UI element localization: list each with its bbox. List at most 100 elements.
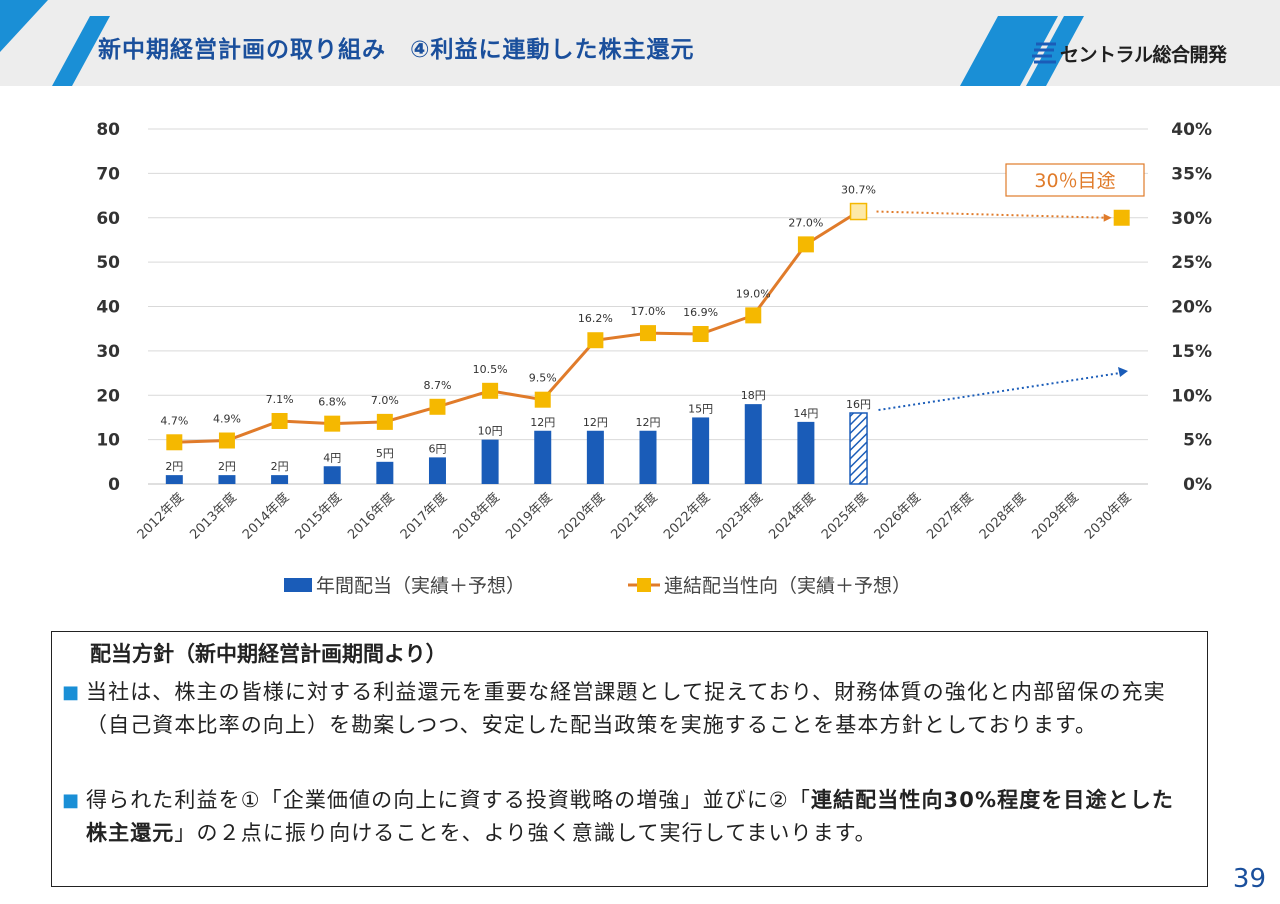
bar-value-label: 2円 <box>165 460 183 473</box>
x-tick-label: 2016年度 <box>345 490 398 543</box>
bar-value-label: 18円 <box>741 389 766 402</box>
payout-ratio-marker <box>324 415 341 432</box>
chart-labels: 2円 2円 2円 4円 5円 6円 10円 12円 12円 12円 15円 18円 14円 16円 4.7%… <box>160 163 1145 473</box>
chart-legend: 年間配当（実績＋予想） 連結配当性向（実績＋予想） <box>284 575 911 597</box>
payout-ratio-marker <box>587 332 604 349</box>
line-value-label: 16.9% <box>683 306 718 319</box>
bar-value-label: 12円 <box>530 416 555 429</box>
line-value-label: 7.1% <box>266 393 294 406</box>
x-tick-label: 2013年度 <box>187 490 240 543</box>
legend-line-marker <box>637 578 651 592</box>
x-tick-label: 2026年度 <box>871 490 924 543</box>
x-tick-label: 2012年度 <box>134 490 187 543</box>
header-bar: 新中期経営計画の取り組み ④利益に連動した株主還元 セントラル総合開発 <box>0 0 1280 86</box>
dividend-bar <box>797 421 815 484</box>
y-right-tick-label: 40% <box>1171 120 1212 140</box>
y-left-tick-label: 80 <box>96 120 120 140</box>
logo-text: セントラル総合開発 <box>1060 44 1227 66</box>
policy-bullet-2-text: 得られた利益を①「企業価値の向上に資する投資戦略の増強」並びに②「連結配当性向3… <box>62 784 1190 850</box>
line-value-label: 10.5% <box>473 363 508 376</box>
x-tick-label: 2024年度 <box>766 490 819 543</box>
policy-bullet-2-bold: 連結配当性向30%程度を目途とした株主還元 <box>86 788 1174 845</box>
x-tick-label: 2019年度 <box>502 490 555 543</box>
arrow-head-icon <box>1103 213 1112 222</box>
x-tick-label: 2028年度 <box>976 490 1029 543</box>
y-left-tick-label: 40 <box>96 298 120 318</box>
line-value-label: 7.0% <box>371 394 399 407</box>
legend-bar-label: 年間配当（実績＋予想） <box>316 575 525 597</box>
y-left-tick-label: 20 <box>96 386 120 406</box>
x-tick-label: 2022年度 <box>660 490 713 543</box>
x-tick-label: 2014年度 <box>239 490 292 543</box>
dividend-bar <box>849 412 868 485</box>
payout-ratio-line <box>166 202 1130 451</box>
bar-value-label: 10円 <box>478 425 503 438</box>
payout-ratio-marker <box>534 391 551 408</box>
dividend-bar <box>481 439 499 484</box>
payout-ratio-marker <box>218 432 235 449</box>
y-right-tick-label: 20% <box>1171 298 1212 318</box>
bar-value-label: 5円 <box>376 447 394 460</box>
chart-grid <box>148 128 1148 485</box>
line-value-label: 19.0% <box>736 287 771 300</box>
dividend-bar <box>165 475 183 484</box>
y-left-tick-label: 10 <box>96 431 120 451</box>
y-right-tick-label: 15% <box>1171 342 1212 362</box>
payout-ratio-marker <box>166 434 183 451</box>
bar-value-label: 2円 <box>271 460 289 473</box>
payout-ratio-marker <box>640 325 656 342</box>
payout-ratio-marker <box>429 398 446 415</box>
line-value-label: 30.7% <box>841 184 876 197</box>
bar-value-label: 14円 <box>793 407 818 420</box>
dividend-bar <box>428 457 446 484</box>
bullet-square-icon: ■ <box>62 790 80 811</box>
y-left-tick-label: 70 <box>96 164 120 184</box>
dividend-bar <box>692 417 710 484</box>
x-tick-label: 2021年度 <box>608 490 661 543</box>
payout-ratio-marker <box>1113 209 1130 226</box>
logo-mark-icon <box>1032 42 1056 64</box>
legend-line-label: 連結配当性向（実績＋予想） <box>664 575 911 597</box>
y-left-tick-label: 0 <box>108 475 120 495</box>
line-value-label: 4.7% <box>160 414 188 427</box>
arrow-head-icon <box>1118 367 1128 377</box>
line-value-label: 16.2% <box>578 312 613 325</box>
dividend-bars <box>165 367 1128 485</box>
x-tick-label: 2020年度 <box>555 490 608 543</box>
y-right-tick-label: 30% <box>1171 209 1212 229</box>
y-right-tick-label: 25% <box>1171 253 1212 273</box>
line-value-label: 9.5% <box>529 372 557 385</box>
line-value-label: 8.7% <box>423 379 451 392</box>
policy-bullet-1: ■ 当社は、株主の皆様に対する利益還元を重要な経営課題として捉えており、財務体質… <box>62 676 1190 742</box>
x-tick-label: 2018年度 <box>450 490 503 543</box>
bar-value-label: 4円 <box>323 451 341 464</box>
line-value-label: 4.9% <box>213 413 241 426</box>
bar-value-label: 12円 <box>583 416 608 429</box>
y-right-tick-label: 0% <box>1183 475 1212 495</box>
y-left-tick-label: 50 <box>96 253 120 273</box>
x-tick-label: 2023年度 <box>713 490 766 543</box>
payout-ratio-marker <box>797 236 814 253</box>
bar-value-label: 12円 <box>636 416 661 429</box>
dividend-bar <box>744 404 762 484</box>
policy-heading: 配当方針（新中期経営計画期間より） <box>90 642 447 666</box>
dividend-bar <box>639 430 657 484</box>
policy-bullet-2: ■ 得られた利益を①「企業価値の向上に資する投資戦略の増強」並びに②「連結配当性… <box>62 784 1190 850</box>
x-tick-label: 2017年度 <box>397 490 450 543</box>
x-tick-label: 2029年度 <box>1029 490 1082 543</box>
policy-bullet-2-post: 」の２点に振り向けることを、より強く意識して実行してまいります。 <box>174 821 877 845</box>
legend-bar-swatch <box>284 578 312 592</box>
x-tick-label: 2027年度 <box>924 490 977 543</box>
dividend-policy-box: 配当方針（新中期経営計画期間より） ■ 当社は、株主の皆様に対する利益還元を重要… <box>51 631 1208 887</box>
bullet-square-icon: ■ <box>62 682 80 703</box>
dividend-trend-arrow <box>878 372 1121 411</box>
x-tick-label: 2015年度 <box>292 490 345 543</box>
dividend-bar <box>376 461 394 484</box>
page-title: 新中期経営計画の取り組み ④利益に連動した株主還元 <box>98 37 695 63</box>
y-right-tick-label: 10% <box>1171 386 1212 406</box>
payout-ratio-marker <box>849 202 868 221</box>
target-annotation-box <box>1005 163 1145 197</box>
bar-value-label: 6円 <box>428 442 446 455</box>
payout-target-arrow <box>876 210 1108 219</box>
payout-ratio-marker <box>271 412 288 429</box>
